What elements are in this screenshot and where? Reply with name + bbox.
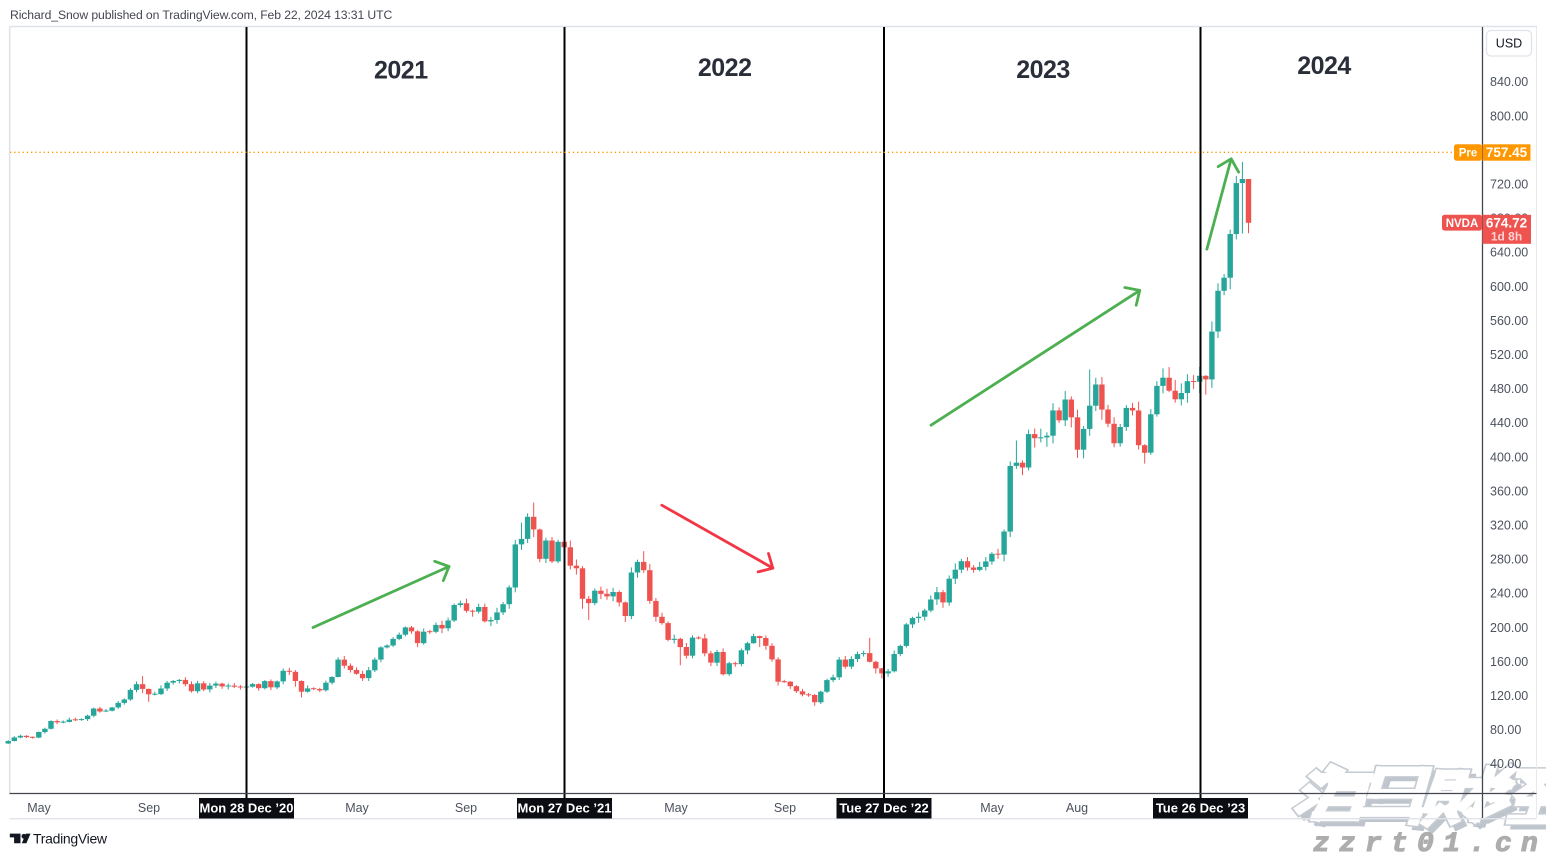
svg-text:240.00: 240.00 — [1490, 587, 1528, 601]
svg-text:Aug: Aug — [1066, 801, 1088, 815]
svg-text:2024: 2024 — [1297, 52, 1351, 80]
svg-text:May: May — [980, 801, 1004, 815]
svg-text:USD: USD — [1496, 37, 1522, 51]
svg-text:80.00: 80.00 — [1490, 723, 1521, 737]
svg-text:40.00: 40.00 — [1490, 757, 1521, 771]
svg-text:May: May — [27, 801, 51, 815]
svg-text:757.45: 757.45 — [1486, 145, 1528, 160]
svg-text:640.00: 640.00 — [1490, 246, 1528, 260]
svg-text:1d 8h: 1d 8h — [1491, 230, 1522, 244]
svg-text:Tue 27 Dec ’22: Tue 27 Dec ’22 — [839, 801, 928, 816]
svg-text:360.00: 360.00 — [1490, 484, 1528, 498]
svg-text:zzrt01.cn: zzrt01.cn — [1313, 829, 1546, 857]
svg-text:2021: 2021 — [374, 57, 428, 85]
svg-text:160.00: 160.00 — [1490, 655, 1528, 669]
svg-text:280.00: 280.00 — [1490, 553, 1528, 567]
svg-text:Pre: Pre — [1459, 148, 1478, 160]
svg-text:Mon 28 Dec ’20: Mon 28 Dec ’20 — [200, 801, 294, 816]
svg-text:600.00: 600.00 — [1490, 280, 1528, 294]
svg-text:480.00: 480.00 — [1490, 382, 1528, 396]
svg-text:Sep: Sep — [455, 801, 477, 815]
svg-text:320.00: 320.00 — [1490, 519, 1528, 533]
svg-text:440.00: 440.00 — [1490, 416, 1528, 430]
svg-text:400.00: 400.00 — [1490, 450, 1528, 464]
svg-text:2023: 2023 — [1016, 56, 1070, 84]
svg-text:2022: 2022 — [698, 54, 752, 82]
svg-text:Sep: Sep — [138, 801, 160, 815]
svg-text:720.00: 720.00 — [1490, 178, 1528, 192]
svg-text:674.72: 674.72 — [1486, 215, 1527, 230]
svg-text:200.00: 200.00 — [1490, 621, 1528, 635]
svg-text:TradingView: TradingView — [33, 830, 108, 846]
svg-text:560.00: 560.00 — [1490, 314, 1528, 328]
svg-text:800.00: 800.00 — [1490, 109, 1528, 123]
svg-text:May: May — [664, 801, 688, 815]
svg-text:Tue 26 Dec ’23: Tue 26 Dec ’23 — [1156, 801, 1245, 816]
svg-text:Richard_Snow published on Trad: Richard_Snow published on TradingView.co… — [10, 8, 392, 22]
svg-text:840.00: 840.00 — [1490, 75, 1528, 89]
svg-text:Mon 27 Dec ’21: Mon 27 Dec ’21 — [518, 801, 612, 816]
svg-text:NVDA: NVDA — [1446, 218, 1479, 230]
svg-text:May: May — [345, 801, 369, 815]
svg-text:120.00: 120.00 — [1490, 689, 1528, 703]
svg-text:520.00: 520.00 — [1490, 348, 1528, 362]
svg-text:Sep: Sep — [774, 801, 796, 815]
